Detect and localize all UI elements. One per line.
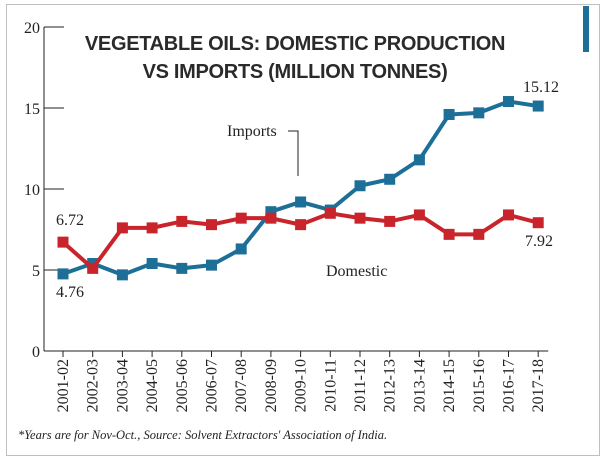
x-tick-label-2010-11: 2010-11 (322, 359, 339, 412)
imports-point-2003-04 (116, 269, 128, 281)
domestic-point-2014-15 (443, 228, 455, 240)
imports-point-2001-02 (57, 268, 69, 280)
x-tick-label-2004-05: 2004-05 (144, 359, 161, 412)
imports-point-2017-18 (532, 100, 544, 112)
chart-title-line-2: VS IMPORTS (MILLION TONNES) (143, 61, 448, 83)
y-tick-label-5: 5 (32, 263, 40, 280)
domestic-point-2005-06 (176, 215, 188, 227)
x-tick-label-2009-10: 2009-10 (293, 359, 310, 412)
x-tick-label-2012-13: 2012-13 (382, 359, 399, 412)
y-tick-label-15: 15 (24, 101, 40, 118)
domestic-point-2017-18 (532, 217, 544, 229)
domestic-point-2006-07 (206, 219, 217, 231)
accent-bar (583, 6, 589, 52)
domestic-point-2016-17 (503, 209, 514, 221)
domestic-end-value: 7.92 (525, 233, 553, 250)
x-tick-label-2006-07: 2006-07 (204, 359, 221, 412)
imports-point-2016-17 (503, 96, 514, 108)
imports-start-value: 4.76 (56, 284, 84, 301)
domestic-point-2011-12 (354, 212, 366, 224)
imports-end-value: 15.12 (523, 79, 559, 96)
domestic-point-2001-02 (57, 236, 69, 248)
x-tick-label-2001-02: 2001-02 (55, 359, 72, 412)
imports-point-2005-06 (176, 262, 188, 274)
x-tick-label-2016-17: 2016-17 (501, 359, 518, 412)
imports-point-2011-12 (354, 180, 366, 192)
x-tick-label-2015-16: 2015-16 (471, 359, 488, 412)
domestic-point-2002-03 (87, 262, 99, 274)
imports-series-label: Imports (227, 123, 277, 140)
x-tick-label-2005-06: 2005-06 (174, 359, 191, 412)
domestic-point-2013-14 (413, 209, 425, 221)
y-tick-label-20: 20 (24, 20, 40, 37)
x-tick-label-2017-18: 2017-18 (530, 359, 547, 412)
domestic-point-2004-05 (146, 222, 158, 234)
x-tick-label-2002-03: 2002-03 (85, 359, 102, 412)
domestic-point-2007-08 (235, 212, 247, 224)
domestic-point-2008-09 (265, 212, 277, 224)
domestic-point-2003-04 (116, 222, 128, 234)
domestic-point-2009-10 (295, 219, 307, 231)
imports-label-leader (288, 130, 299, 176)
x-tick-label-2013-14: 2013-14 (411, 359, 428, 412)
y-tick-label-10: 10 (24, 182, 40, 199)
x-tick-label-2003-04: 2003-04 (114, 359, 131, 412)
imports-point-2015-16 (473, 107, 485, 119)
source-footnote: *Years are for Nov-Oct., Source: Solvent… (18, 428, 388, 442)
imports-point-2008-09 (265, 206, 277, 218)
x-tick-label-2007-08: 2007-08 (233, 359, 250, 412)
domestic-series-label: Domestic (326, 263, 387, 280)
imports-point-2013-14 (413, 154, 425, 166)
domestic-point-2010-11 (324, 207, 336, 219)
imports-point-2009-10 (295, 196, 307, 208)
x-tick-label-2014-15: 2014-15 (441, 359, 458, 412)
x-tick-label-2011-12: 2011-12 (352, 359, 369, 412)
x-tick-label-2008-09: 2008-09 (263, 359, 280, 412)
domestic-point-2012-13 (384, 215, 396, 227)
imports-point-2007-08 (235, 243, 247, 255)
imports-point-2006-07 (206, 259, 217, 271)
domestic-point-2015-16 (473, 228, 485, 240)
imports-point-2004-05 (146, 258, 158, 270)
imports-point-2014-15 (443, 108, 455, 120)
chart-title-line-1: VEGETABLE OILS: DOMESTIC PRODUCTION (85, 33, 505, 55)
imports-series-line (62, 99, 539, 277)
y-tick-label-0: 0 (32, 344, 40, 361)
imports-point-2012-13 (384, 173, 396, 185)
domestic-start-value: 6.72 (56, 212, 84, 229)
